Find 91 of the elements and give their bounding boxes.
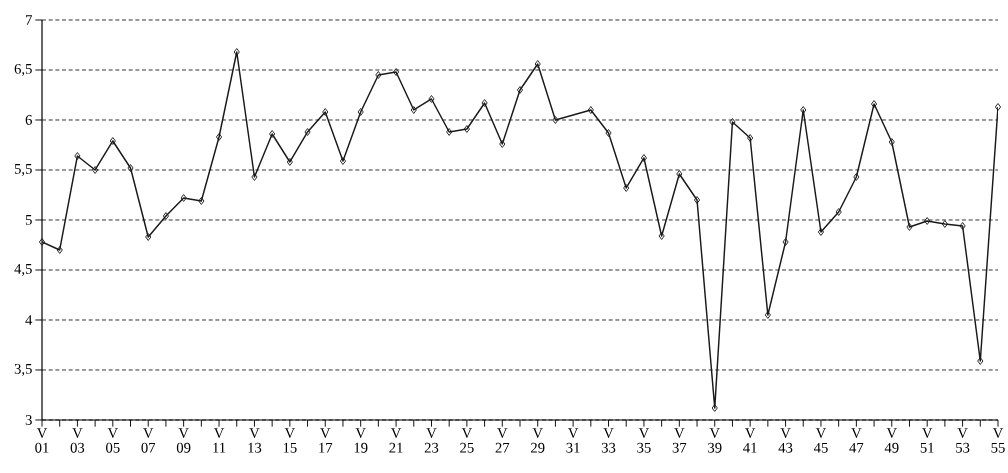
y-tick-label: 3 bbox=[25, 415, 32, 425]
point bbox=[38, 238, 46, 246]
y-tick-label: 4,5 bbox=[14, 264, 32, 276]
point bbox=[835, 208, 842, 216]
x-tick-label: V 35 bbox=[637, 428, 651, 453]
point bbox=[605, 129, 612, 137]
point bbox=[92, 166, 99, 174]
point bbox=[906, 223, 913, 231]
x-tick-label: V 55 bbox=[991, 428, 1005, 453]
point bbox=[393, 68, 400, 76]
y-tick-label: 3,5 bbox=[14, 364, 32, 376]
point bbox=[215, 133, 223, 141]
point bbox=[481, 99, 488, 107]
point bbox=[924, 217, 931, 225]
point bbox=[640, 154, 647, 162]
point bbox=[853, 173, 860, 181]
x-tick-label: V 45 bbox=[813, 428, 828, 453]
x-tick-label: V 05 bbox=[106, 428, 120, 453]
x-tick-label: V 21 bbox=[389, 428, 403, 453]
x-tick-label: V 43 bbox=[778, 428, 793, 453]
point bbox=[888, 138, 895, 146]
x-tick-label: V 39 bbox=[708, 428, 722, 453]
point bbox=[339, 157, 347, 165]
x-tick-label: V 19 bbox=[354, 428, 368, 453]
point bbox=[516, 86, 524, 94]
x-tick-label: V 01 bbox=[35, 428, 49, 453]
x-tick-label: V 37 bbox=[672, 428, 687, 453]
point bbox=[357, 108, 364, 116]
point bbox=[410, 106, 417, 114]
x-tick-label: V 25 bbox=[460, 428, 474, 453]
y-tick-label: 5 bbox=[25, 215, 32, 225]
x-tick-label: V 15 bbox=[283, 428, 297, 453]
point bbox=[180, 194, 187, 202]
x-tick-label: V 53 bbox=[956, 428, 970, 453]
point bbox=[534, 60, 541, 68]
point bbox=[463, 125, 470, 133]
point bbox=[233, 48, 240, 56]
point bbox=[499, 140, 506, 148]
point bbox=[304, 128, 311, 136]
point bbox=[817, 228, 825, 236]
y-tick-label: 6 bbox=[25, 115, 32, 125]
x-tick-label: V 11 bbox=[213, 428, 226, 453]
x-tick-label: V 17 bbox=[319, 428, 333, 453]
x-tick-label: V 33 bbox=[601, 428, 616, 453]
x-tick-label: V 49 bbox=[884, 428, 899, 453]
point bbox=[800, 106, 807, 114]
point bbox=[747, 134, 754, 142]
point bbox=[322, 108, 329, 116]
point bbox=[959, 222, 966, 230]
point bbox=[676, 170, 683, 178]
y-tick-label: 7 bbox=[26, 15, 32, 25]
point bbox=[375, 71, 382, 79]
point bbox=[109, 137, 116, 145]
point bbox=[127, 164, 134, 172]
x-tick-label: V 03 bbox=[70, 428, 85, 453]
x-tick-label: V 51 bbox=[920, 428, 934, 453]
x-tick-label: V 29 bbox=[531, 428, 545, 453]
x-tick-label: V 47 bbox=[849, 428, 864, 453]
x-tick-label: V 41 bbox=[743, 428, 757, 453]
point bbox=[977, 357, 984, 365]
point bbox=[286, 158, 293, 166]
point bbox=[162, 212, 169, 220]
point bbox=[871, 100, 878, 108]
point bbox=[941, 220, 948, 228]
x-tick-label: V 23 bbox=[424, 428, 439, 453]
y-tick-label: 6,5 bbox=[14, 64, 32, 76]
point bbox=[782, 238, 789, 246]
point bbox=[251, 173, 258, 181]
x-tick-label: V 13 bbox=[248, 428, 262, 453]
y-tick-label: 4 bbox=[25, 315, 33, 325]
point bbox=[658, 232, 665, 240]
y-tick-label: 5,5 bbox=[14, 164, 32, 176]
point bbox=[994, 103, 1002, 111]
x-tick-label: V 27 bbox=[495, 428, 510, 453]
point bbox=[269, 130, 276, 138]
x-tick-label: V 31 bbox=[566, 428, 580, 453]
point bbox=[693, 196, 701, 204]
point bbox=[711, 404, 718, 412]
x-tick-label: V 07 bbox=[141, 428, 156, 453]
point bbox=[198, 197, 205, 205]
point bbox=[552, 116, 559, 124]
point bbox=[623, 184, 630, 192]
point bbox=[587, 106, 594, 114]
point bbox=[764, 311, 771, 319]
point bbox=[729, 118, 736, 126]
point bbox=[145, 233, 152, 241]
point bbox=[428, 95, 435, 103]
point bbox=[74, 152, 81, 160]
x-tick-label: V 09 bbox=[176, 428, 191, 453]
point bbox=[446, 128, 453, 136]
point bbox=[56, 246, 63, 254]
